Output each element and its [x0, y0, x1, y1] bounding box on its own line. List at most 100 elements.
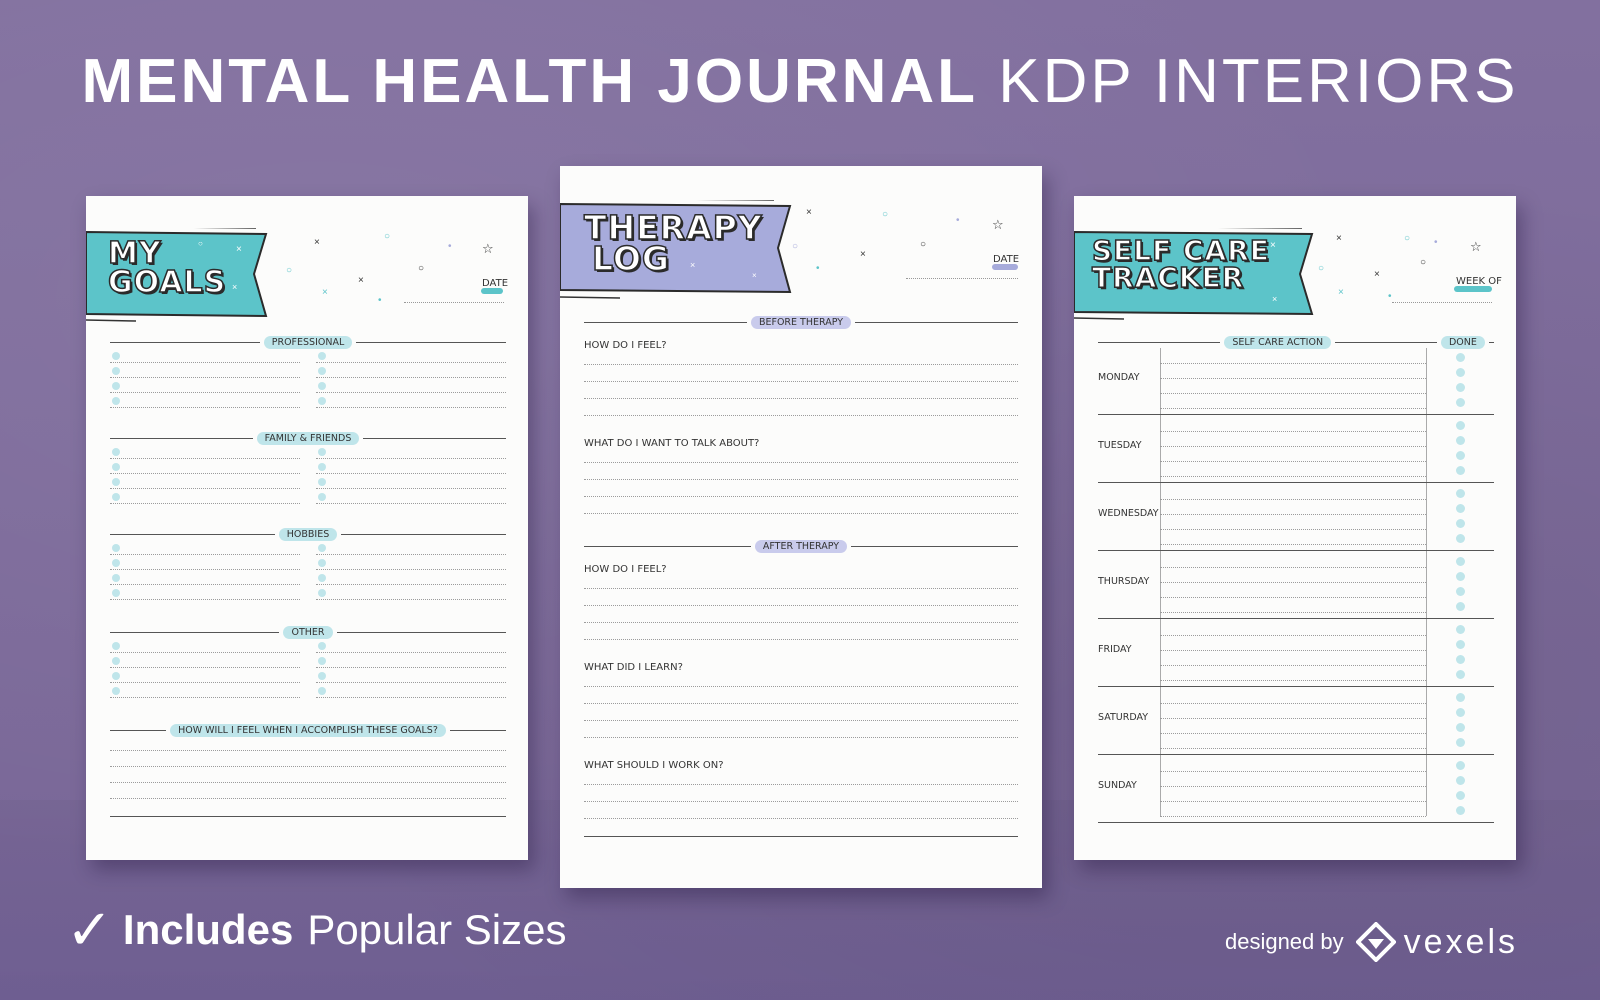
- writing-line[interactable]: [584, 639, 1018, 640]
- writing-line[interactable]: [110, 750, 506, 751]
- goal-line[interactable]: [110, 444, 300, 459]
- goal-line[interactable]: [316, 638, 506, 653]
- goal-line[interactable]: [316, 489, 506, 504]
- action-line[interactable]: [1160, 408, 1426, 409]
- goal-line[interactable]: [110, 638, 300, 653]
- action-line[interactable]: [1160, 363, 1426, 364]
- action-line[interactable]: [1160, 567, 1426, 568]
- writing-line[interactable]: [584, 686, 1018, 687]
- action-line[interactable]: [1160, 801, 1426, 802]
- action-line[interactable]: [1160, 597, 1426, 598]
- writing-line[interactable]: [584, 415, 1018, 416]
- writing-line[interactable]: [584, 818, 1018, 819]
- done-checkbox[interactable]: [1456, 398, 1465, 407]
- writing-line[interactable]: [110, 798, 506, 799]
- done-checkbox[interactable]: [1456, 534, 1465, 543]
- goal-line[interactable]: [110, 393, 300, 408]
- goal-line[interactable]: [110, 363, 300, 378]
- writing-line[interactable]: [584, 703, 1018, 704]
- done-checkbox[interactable]: [1456, 466, 1465, 475]
- goal-line[interactable]: [110, 570, 300, 585]
- writing-line[interactable]: [584, 479, 1018, 480]
- done-checkbox[interactable]: [1456, 776, 1465, 785]
- done-checkbox[interactable]: [1456, 436, 1465, 445]
- done-checkbox[interactable]: [1456, 708, 1465, 717]
- done-checkbox[interactable]: [1456, 693, 1465, 702]
- goal-line[interactable]: [316, 444, 506, 459]
- done-checkbox[interactable]: [1456, 572, 1465, 581]
- action-line[interactable]: [1160, 786, 1426, 787]
- done-checkbox[interactable]: [1456, 383, 1465, 392]
- action-line[interactable]: [1160, 446, 1426, 447]
- action-line[interactable]: [1160, 514, 1426, 515]
- goal-line[interactable]: [316, 540, 506, 555]
- goal-line[interactable]: [110, 668, 300, 683]
- action-line[interactable]: [1160, 461, 1426, 462]
- goal-line[interactable]: [316, 348, 506, 363]
- action-line[interactable]: [1160, 748, 1426, 749]
- done-checkbox[interactable]: [1456, 806, 1465, 815]
- done-checkbox[interactable]: [1456, 587, 1465, 596]
- goal-line[interactable]: [316, 668, 506, 683]
- done-checkbox[interactable]: [1456, 519, 1465, 528]
- done-checkbox[interactable]: [1456, 602, 1465, 611]
- goal-line[interactable]: [316, 363, 506, 378]
- action-line[interactable]: [1160, 582, 1426, 583]
- goal-line[interactable]: [110, 540, 300, 555]
- done-checkbox[interactable]: [1456, 723, 1465, 732]
- action-line[interactable]: [1160, 499, 1426, 500]
- writing-line[interactable]: [584, 720, 1018, 721]
- done-checkbox[interactable]: [1456, 504, 1465, 513]
- writing-line[interactable]: [584, 496, 1018, 497]
- goal-line[interactable]: [110, 653, 300, 668]
- date-field[interactable]: [906, 278, 1018, 279]
- done-checkbox[interactable]: [1456, 421, 1465, 430]
- week-field[interactable]: [1392, 302, 1492, 303]
- goal-line[interactable]: [110, 474, 300, 489]
- action-line[interactable]: [1160, 544, 1426, 545]
- writing-line[interactable]: [584, 364, 1018, 365]
- writing-line[interactable]: [110, 782, 506, 783]
- done-checkbox[interactable]: [1456, 738, 1465, 747]
- action-line[interactable]: [1160, 703, 1426, 704]
- writing-line[interactable]: [584, 588, 1018, 589]
- writing-line[interactable]: [110, 766, 506, 767]
- done-checkbox[interactable]: [1456, 353, 1465, 362]
- action-line[interactable]: [1160, 635, 1426, 636]
- writing-line[interactable]: [584, 381, 1018, 382]
- action-line[interactable]: [1160, 771, 1426, 772]
- done-checkbox[interactable]: [1456, 791, 1465, 800]
- writing-line[interactable]: [584, 622, 1018, 623]
- goal-line[interactable]: [316, 474, 506, 489]
- done-checkbox[interactable]: [1456, 368, 1465, 377]
- action-line[interactable]: [1160, 529, 1426, 530]
- goal-line[interactable]: [110, 683, 300, 698]
- done-checkbox[interactable]: [1456, 557, 1465, 566]
- writing-line[interactable]: [584, 801, 1018, 802]
- done-checkbox[interactable]: [1456, 640, 1465, 649]
- goal-line[interactable]: [110, 489, 300, 504]
- goal-line[interactable]: [316, 555, 506, 570]
- goal-line[interactable]: [110, 585, 300, 600]
- goal-line[interactable]: [110, 459, 300, 474]
- action-line[interactable]: [1160, 431, 1426, 432]
- writing-line[interactable]: [584, 737, 1018, 738]
- action-line[interactable]: [1160, 665, 1426, 666]
- done-checkbox[interactable]: [1456, 670, 1465, 679]
- date-field[interactable]: [404, 302, 504, 303]
- goal-line[interactable]: [316, 459, 506, 474]
- done-checkbox[interactable]: [1456, 761, 1465, 770]
- action-line[interactable]: [1160, 612, 1426, 613]
- action-line[interactable]: [1160, 476, 1426, 477]
- goal-line[interactable]: [110, 555, 300, 570]
- action-line[interactable]: [1160, 393, 1426, 394]
- action-line[interactable]: [1160, 816, 1426, 817]
- action-line[interactable]: [1160, 378, 1426, 379]
- done-checkbox[interactable]: [1456, 625, 1465, 634]
- done-checkbox[interactable]: [1456, 451, 1465, 460]
- goal-line[interactable]: [110, 348, 300, 363]
- goal-line[interactable]: [316, 653, 506, 668]
- goal-line[interactable]: [316, 683, 506, 698]
- done-checkbox[interactable]: [1456, 489, 1465, 498]
- action-line[interactable]: [1160, 650, 1426, 651]
